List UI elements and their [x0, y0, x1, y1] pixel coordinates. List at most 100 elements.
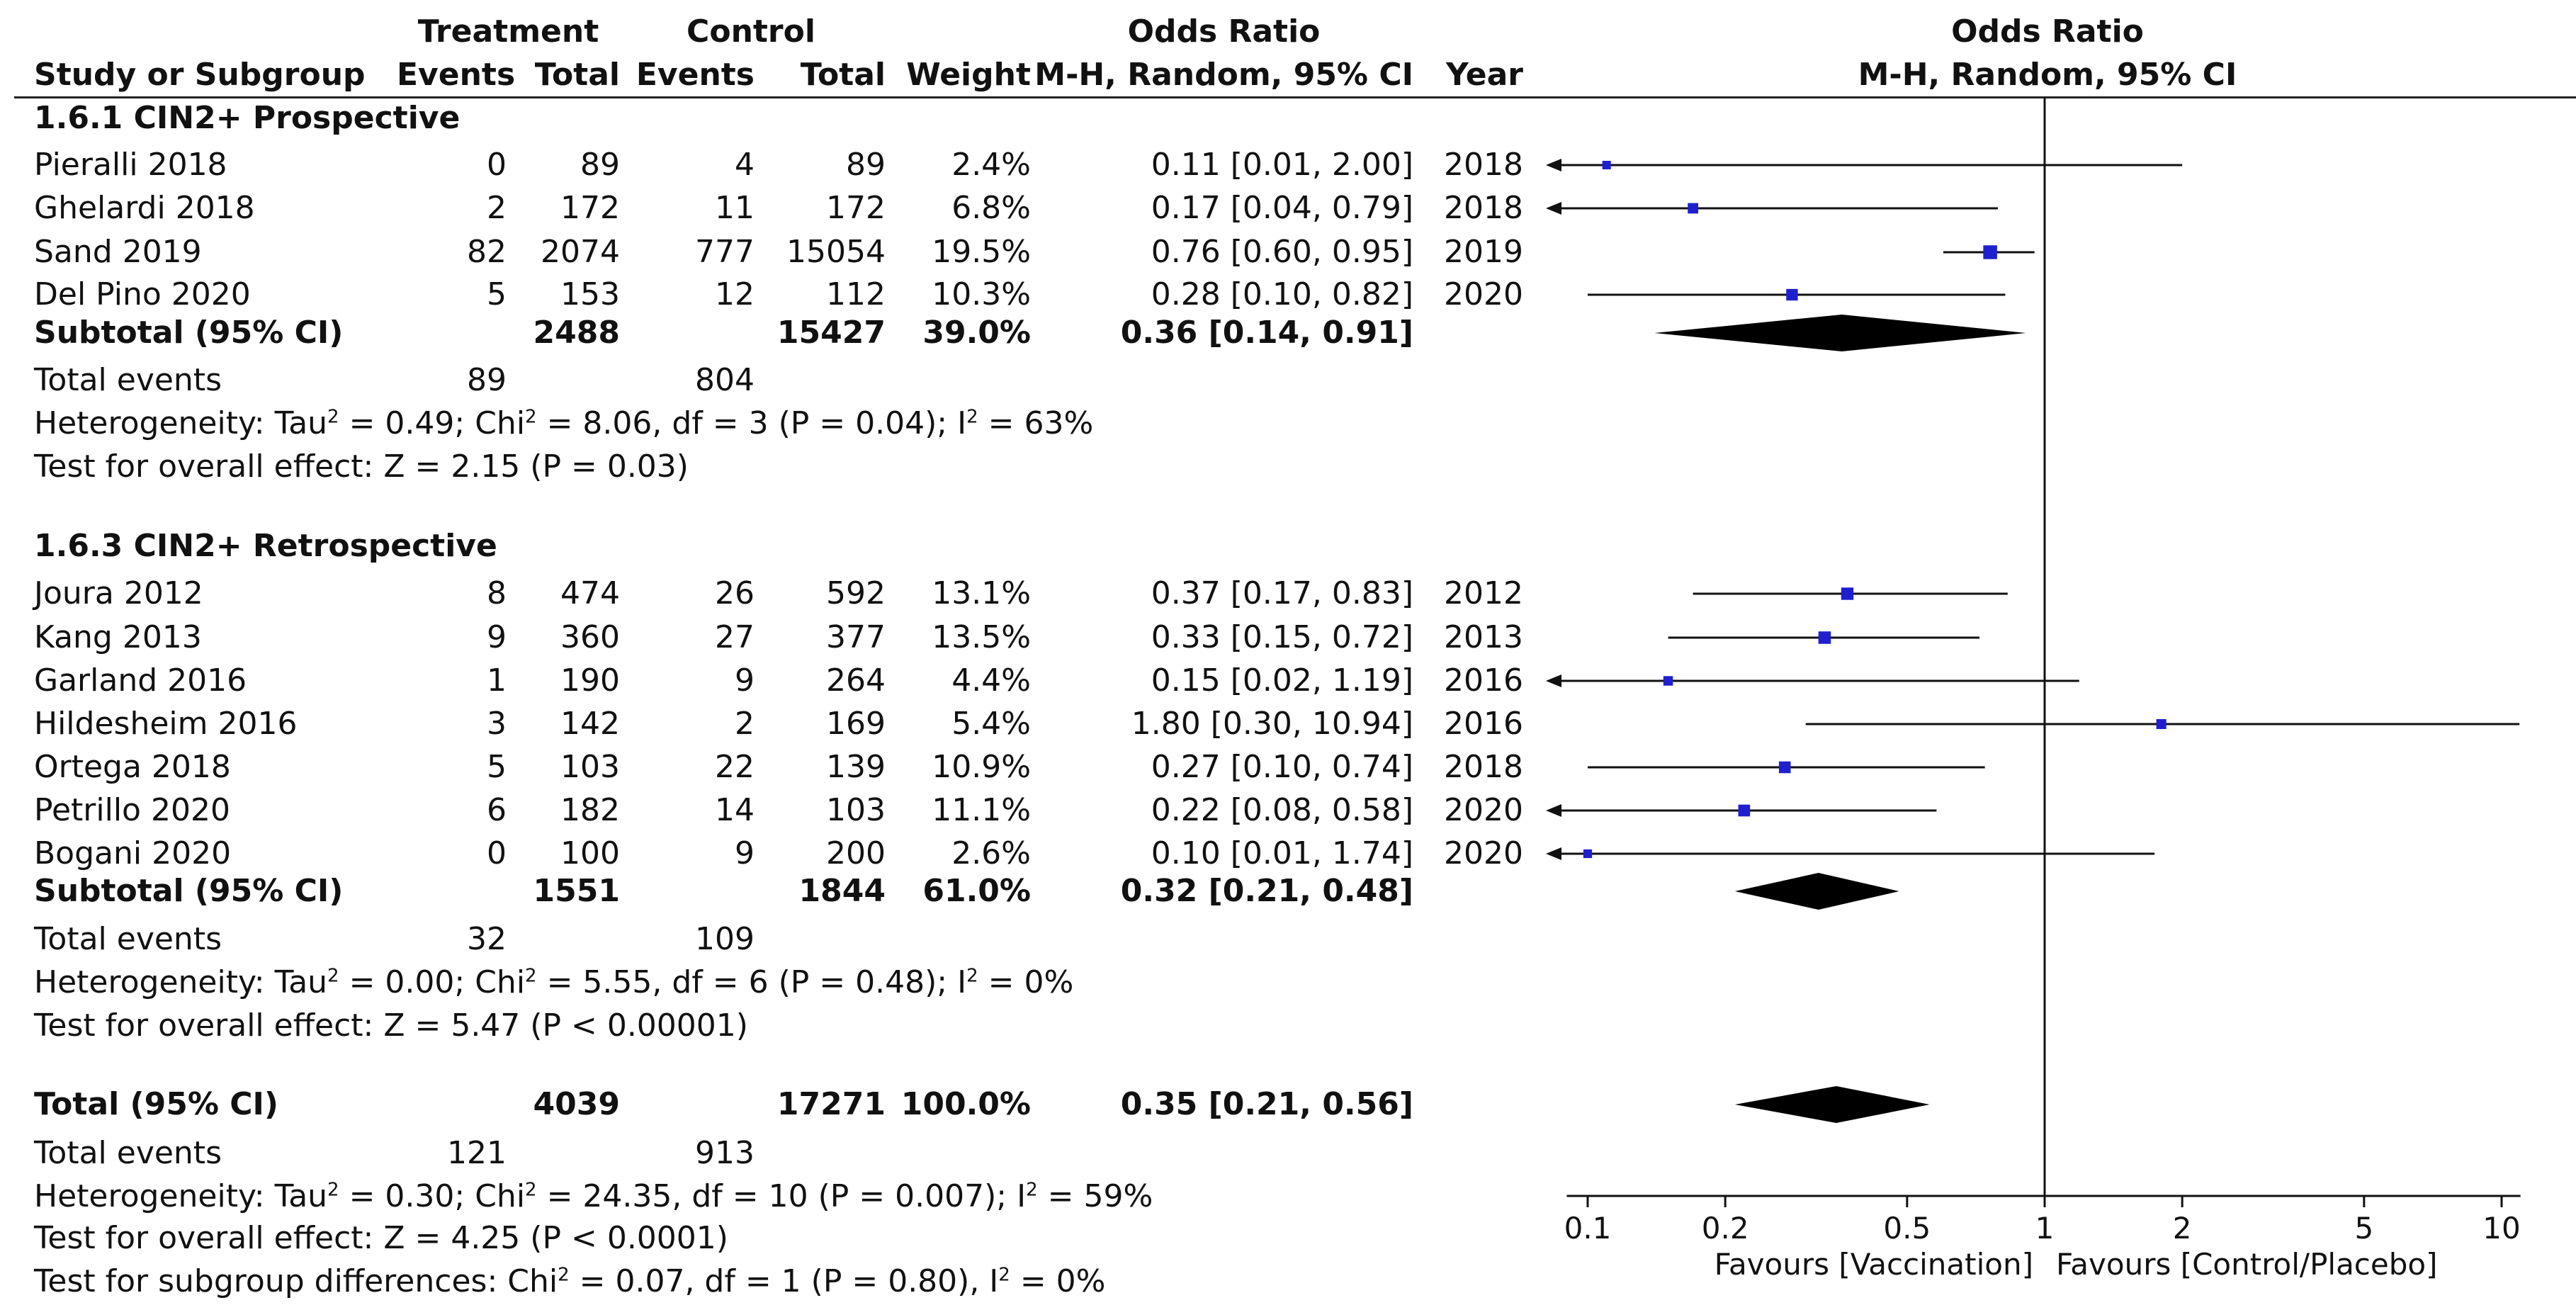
study-total-treatment: 360	[560, 619, 620, 655]
superscript: 2	[1026, 1179, 1038, 1201]
header-total-treatment: Total	[534, 57, 620, 93]
subgroup-differences-line: Test for subgroup differences: Chi2 = 0.…	[34, 1262, 1106, 1301]
total-events-label: Total events	[34, 921, 222, 957]
study-total-treatment: 172	[560, 190, 620, 226]
subgroup-differences-line-part: Test for subgroup differences: Chi	[34, 1263, 558, 1299]
x-tick-label: 0.5	[1883, 1211, 1931, 1246]
study-events-control: 26	[715, 575, 755, 611]
heterogeneity-line-part: = 63%	[978, 405, 1094, 441]
study-year: 2013	[1444, 619, 1523, 655]
ci-arrow-left	[1546, 674, 1561, 687]
study-name: Hildesheim 2016	[34, 706, 298, 742]
superscript: 2	[966, 406, 978, 428]
pooled-diamond	[1734, 873, 1899, 910]
heterogeneity-line-part: Heterogeneity: Tau	[34, 405, 328, 441]
total-events-label: Total events	[34, 1135, 222, 1171]
total-events-control: 804	[695, 362, 755, 398]
subtotal-ci: 0.32 [0.21, 0.48]	[1120, 873, 1413, 909]
study-point	[1841, 587, 1854, 600]
favours-right-label: Favours [Control/Placebo]	[2056, 1247, 2437, 1282]
total-total-control: 17271	[776, 1086, 886, 1122]
header-total-control: Total	[800, 57, 886, 93]
study-year: 2020	[1444, 792, 1523, 828]
study-ci: 0.33 [0.15, 0.72]	[1151, 619, 1413, 655]
subtotal-ci: 0.36 [0.14, 0.91]	[1120, 315, 1413, 351]
superscript: 2	[327, 965, 339, 987]
study-events-control: 11	[715, 190, 755, 226]
study-weight: 2.4%	[951, 147, 1031, 183]
study-total-treatment: 2074	[541, 234, 620, 270]
study-point	[1583, 849, 1593, 859]
subtotal-total-treatment: 1551	[533, 873, 620, 909]
study-total-treatment: 142	[560, 706, 620, 742]
study-weight: 13.5%	[932, 619, 1031, 655]
study-ci: 0.37 [0.17, 0.83]	[1151, 575, 1413, 611]
subgroup-differences-line-part: = 0%	[1010, 1263, 1106, 1299]
study-total-treatment: 182	[560, 792, 620, 828]
superscript: 2	[558, 1264, 570, 1286]
study-name: Pieralli 2018	[34, 147, 227, 183]
study-total-control: 139	[826, 749, 886, 785]
study-name: Sand 2019	[34, 234, 202, 270]
study-events-treatment: 5	[487, 749, 507, 785]
study-point	[1602, 160, 1611, 170]
header-weight: Weight	[906, 57, 1031, 93]
study-events-control: 2	[735, 706, 755, 742]
study-weight: 5.4%	[951, 706, 1031, 742]
heterogeneity-line-part: Heterogeneity: Tau	[34, 1178, 328, 1214]
study-year: 2016	[1444, 706, 1523, 742]
total-events-treatment: 32	[467, 921, 507, 957]
study-point	[1818, 631, 1831, 644]
x-tick-label: 0.1	[1564, 1211, 1612, 1246]
study-year: 2018	[1444, 147, 1523, 183]
study-name: Petrillo 2020	[34, 792, 230, 828]
study-events-control: 14	[715, 792, 755, 828]
study-weight: 6.8%	[951, 190, 1031, 226]
study-events-treatment: 5	[487, 276, 507, 312]
overall-effect-line: Test for overall effect: Z = 4.25 (P < 0…	[34, 1220, 728, 1256]
study-events-treatment: 2	[487, 190, 507, 226]
heterogeneity-line: Heterogeneity: Tau2 = 0.30; Chi2 = 24.35…	[34, 1177, 1153, 1216]
subtotal-weight: 61.0%	[922, 873, 1031, 909]
subtotal-total-treatment: 2488	[533, 315, 620, 351]
study-ci: 0.10 [0.01, 1.74]	[1151, 835, 1413, 871]
heterogeneity-line-part: = 0.49; Chi	[339, 405, 526, 441]
superscript: 2	[327, 406, 339, 428]
study-total-treatment: 89	[580, 147, 620, 183]
study-year: 2018	[1444, 749, 1523, 785]
subtotal-total-control: 15427	[776, 315, 886, 351]
subtotal-weight: 39.0%	[922, 315, 1031, 351]
subtotal-label: Subtotal (95% CI)	[34, 873, 344, 909]
study-ci: 0.27 [0.10, 0.74]	[1151, 749, 1413, 785]
study-events-control: 9	[735, 662, 755, 699]
study-ci: 1.80 [0.30, 10.94]	[1131, 706, 1413, 742]
study-name: Joura 2012	[34, 575, 203, 611]
study-ci: 0.28 [0.10, 0.82]	[1151, 276, 1413, 312]
total-events-control: 913	[695, 1135, 755, 1171]
pooled-diamond	[1654, 315, 2026, 351]
study-point	[1663, 676, 1673, 686]
study-events-treatment: 82	[467, 234, 507, 270]
x-tick-label: 2	[2173, 1211, 2192, 1246]
study-name: Bogani 2020	[34, 835, 232, 871]
study-total-control: 377	[826, 619, 886, 655]
study-point	[1786, 288, 1798, 301]
header-control: Control	[687, 13, 815, 50]
superscript: 2	[525, 406, 537, 428]
study-total-control: 15054	[786, 234, 886, 270]
study-total-treatment: 153	[560, 276, 620, 312]
superscript: 2	[327, 1179, 339, 1201]
heterogeneity-line-part: = 0.00; Chi	[339, 964, 526, 1000]
subgroup-title: 1.6.3 CIN2+ Retrospective	[34, 528, 497, 564]
study-name: Ortega 2018	[34, 749, 231, 785]
subtotal-total-control: 1844	[798, 873, 886, 909]
header-events-treatment: Events	[397, 57, 516, 93]
superscript: 2	[966, 965, 978, 987]
header-treatment: Treatment	[417, 13, 599, 50]
total-ci: 0.35 [0.21, 0.56]	[1120, 1086, 1413, 1122]
heterogeneity-line: Heterogeneity: Tau2 = 0.49; Chi2 = 8.06,…	[34, 404, 1093, 444]
study-events-treatment: 6	[487, 792, 507, 828]
total-weight: 100.0%	[900, 1086, 1031, 1122]
study-total-control: 169	[826, 706, 886, 742]
